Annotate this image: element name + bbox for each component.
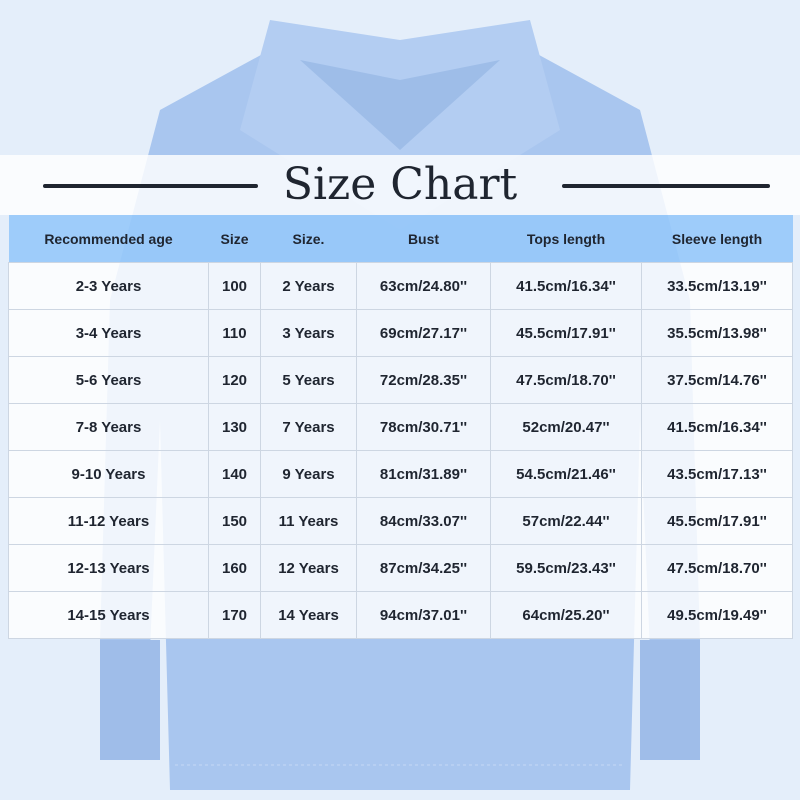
table-cell: 170 (208, 591, 261, 639)
table-cell: 37.5cm/14.76'' (641, 356, 793, 404)
table-cell: 160 (208, 544, 261, 592)
table-cell: 7-8 Years (8, 403, 209, 451)
title-rule-left (43, 184, 258, 188)
table-cell: 150 (208, 497, 261, 545)
table-cell: 47.5cm/18.70'' (641, 544, 793, 592)
size-chart-table: Recommended age Size Size. Bust Tops length S… (8, 215, 793, 639)
table-cell: 63cm/24.80'' (356, 262, 491, 310)
table-cell: 100 (208, 262, 261, 310)
table-cell: 130 (208, 403, 261, 451)
table-cell: 52cm/20.47'' (490, 403, 642, 451)
table-row: 11-12 Years 150 11 Years 84cm/33.07'' 57cm/2… (8, 497, 793, 545)
table-cell: 12-13 Years (8, 544, 209, 592)
table-cell: 59.5cm/23.43'' (490, 544, 642, 592)
table-cell: 57cm/22.44'' (490, 497, 642, 545)
table-cell: 5-6 Years (8, 356, 209, 404)
column-header: Recommended age (8, 215, 209, 263)
table-cell: 43.5cm/17.13'' (641, 450, 793, 498)
table-cell: 9 Years (260, 450, 357, 498)
table-cell: 64cm/25.20'' (490, 591, 642, 639)
table-cell: 35.5cm/13.98'' (641, 309, 793, 357)
table-cell: 72cm/28.35'' (356, 356, 491, 404)
title-rule-right (562, 184, 770, 188)
table-row: 7-8 Years 130 7 Years 78cm/30.71'' 52cm/20.4… (8, 403, 793, 451)
column-header: Tops length (490, 215, 642, 263)
table-cell: 69cm/27.17'' (356, 309, 491, 357)
table-cell: 45.5cm/17.91'' (641, 497, 793, 545)
table-row: 12-13 Years 160 12 Years 87cm/34.25'' 59.5cm… (8, 544, 793, 592)
column-header: Bust (356, 215, 491, 263)
table-cell: 81cm/31.89'' (356, 450, 491, 498)
table-row: 3-4 Years 110 3 Years 69cm/27.17'' 45.5cm/17… (8, 309, 793, 357)
table-cell: 41.5cm/16.34'' (641, 403, 793, 451)
table-cell: 110 (208, 309, 261, 357)
table-cell: 49.5cm/19.49'' (641, 591, 793, 639)
table-cell: 87cm/34.25'' (356, 544, 491, 592)
table-row: 2-3 Years 100 2 Years 63cm/24.80'' 41.5cm/16… (8, 262, 793, 310)
table-cell: 7 Years (260, 403, 357, 451)
table-cell: 33.5cm/13.19'' (641, 262, 793, 310)
column-header: Sleeve length (641, 215, 793, 263)
table-cell: 2 Years (260, 262, 357, 310)
table-cell: 41.5cm/16.34'' (490, 262, 642, 310)
table-row: 14-15 Years 170 14 Years 94cm/37.01'' 64cm/2… (8, 591, 793, 639)
table-cell: 78cm/30.71'' (356, 403, 491, 451)
column-header: Size. (260, 215, 357, 263)
table-cell: 2-3 Years (8, 262, 209, 310)
table-cell: 5 Years (260, 356, 357, 404)
table-cell: 11 Years (260, 497, 357, 545)
table-header-row: Recommended age Size Size. Bust Tops length S… (8, 215, 793, 263)
page-title: Size Chart (282, 159, 518, 210)
table-cell: 12 Years (260, 544, 357, 592)
table-cell: 9-10 Years (8, 450, 209, 498)
table-row: 9-10 Years 140 9 Years 81cm/31.89'' 54.5cm/2… (8, 450, 793, 498)
table-cell: 14 Years (260, 591, 357, 639)
table-cell: 120 (208, 356, 261, 404)
table-cell: 84cm/33.07'' (356, 497, 491, 545)
table-cell: 54.5cm/21.46'' (490, 450, 642, 498)
column-header: Size (208, 215, 261, 263)
table-cell: 11-12 Years (8, 497, 209, 545)
table-cell: 47.5cm/18.70'' (490, 356, 642, 404)
table-cell: 3-4 Years (8, 309, 209, 357)
table-cell: 140 (208, 450, 261, 498)
table-cell: 45.5cm/17.91'' (490, 309, 642, 357)
table-cell: 3 Years (260, 309, 357, 357)
table-cell: 94cm/37.01'' (356, 591, 491, 639)
table-cell: 14-15 Years (8, 591, 209, 639)
table-row: 5-6 Years 120 5 Years 72cm/28.35'' 47.5cm/18… (8, 356, 793, 404)
